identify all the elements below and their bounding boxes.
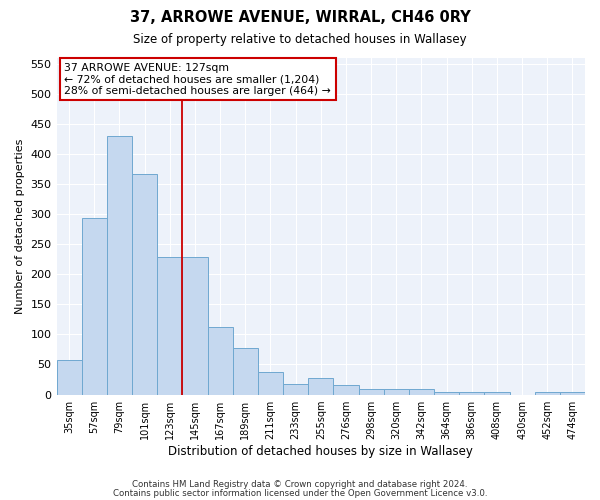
Bar (82, 218, 107, 394)
Text: 37, ARROWE AVENUE, WIRRAL, CH46 0RY: 37, ARROWE AVENUE, WIRRAL, CH46 0RY (130, 10, 470, 25)
Bar (157, 258, 182, 394)
Bar (182, 258, 208, 394)
Y-axis label: Number of detached properties: Number of detached properties (15, 138, 25, 314)
Bar (56, 360, 82, 394)
X-axis label: Distribution of detached houses by size in Wallasey: Distribution of detached houses by size … (169, 444, 473, 458)
Bar (258, 372, 283, 394)
Bar (383, 388, 409, 394)
Bar (208, 326, 233, 394)
Bar (107, 136, 132, 394)
Text: Contains public sector information licensed under the Open Government Licence v3: Contains public sector information licen… (113, 488, 487, 498)
Bar (132, 174, 157, 394)
Bar (359, 388, 383, 394)
Bar (535, 392, 560, 394)
Bar (459, 392, 484, 394)
Bar (308, 378, 334, 394)
Bar (334, 385, 359, 394)
Text: Contains HM Land Registry data © Crown copyright and database right 2024.: Contains HM Land Registry data © Crown c… (132, 480, 468, 489)
Bar (434, 392, 459, 394)
Bar (484, 392, 509, 394)
Text: Size of property relative to detached houses in Wallasey: Size of property relative to detached ho… (133, 32, 467, 46)
Bar (233, 348, 258, 395)
Bar (283, 384, 308, 394)
Text: 37 ARROWE AVENUE: 127sqm
← 72% of detached houses are smaller (1,204)
28% of sem: 37 ARROWE AVENUE: 127sqm ← 72% of detach… (64, 62, 331, 96)
Bar (409, 389, 434, 394)
Bar (560, 392, 585, 394)
